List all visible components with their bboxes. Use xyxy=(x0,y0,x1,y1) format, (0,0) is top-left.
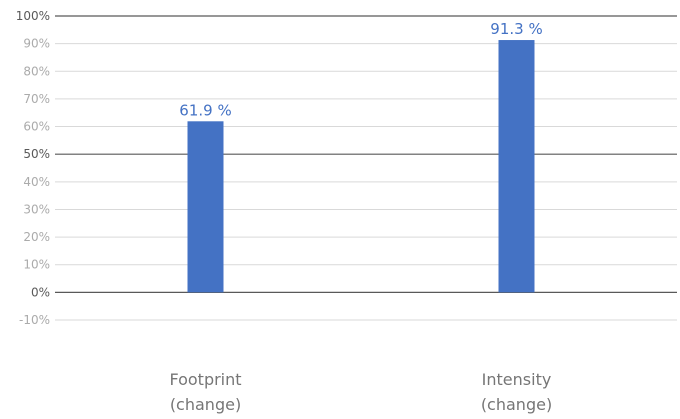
data-label-0: 61.9 % xyxy=(179,101,231,119)
y-tick-label-11: -10% xyxy=(19,313,50,327)
gridlines xyxy=(55,15,677,321)
y-tick-label-3: 70% xyxy=(23,92,50,106)
data-labels: 61.9 % 91.3 % xyxy=(179,20,542,119)
y-tick-label-9: 10% xyxy=(23,258,50,272)
category-label-0-line-0: Footprint xyxy=(169,370,241,389)
bar-0 xyxy=(187,121,224,293)
y-tick-label-8: 20% xyxy=(23,230,50,244)
bars xyxy=(187,40,535,293)
y-axis-tick-labels: 100% 90% 80% 70% 60% 50% 40% 30% 20% 10% 0% -10% xyxy=(16,9,50,327)
y-tick-label-6: 40% xyxy=(23,175,50,189)
y-tick-label-5: 50% xyxy=(23,147,50,161)
y-tick-label-7: 30% xyxy=(23,202,50,216)
y-tick-label-10: 0% xyxy=(31,285,50,299)
category-label-0-line-1: (change) xyxy=(170,395,241,414)
y-tick-label-1: 90% xyxy=(23,37,50,51)
category-label-1-line-0: Intensity xyxy=(482,370,552,389)
y-tick-label-2: 80% xyxy=(23,64,50,78)
y-tick-label-4: 60% xyxy=(23,120,50,134)
y-tick-label-0: 100% xyxy=(16,9,50,23)
category-labels: Footprint (change) Intensity (change) xyxy=(169,370,552,414)
bar-1 xyxy=(498,40,535,293)
data-label-1: 91.3 % xyxy=(490,20,542,38)
category-label-1-line-1: (change) xyxy=(481,395,552,414)
